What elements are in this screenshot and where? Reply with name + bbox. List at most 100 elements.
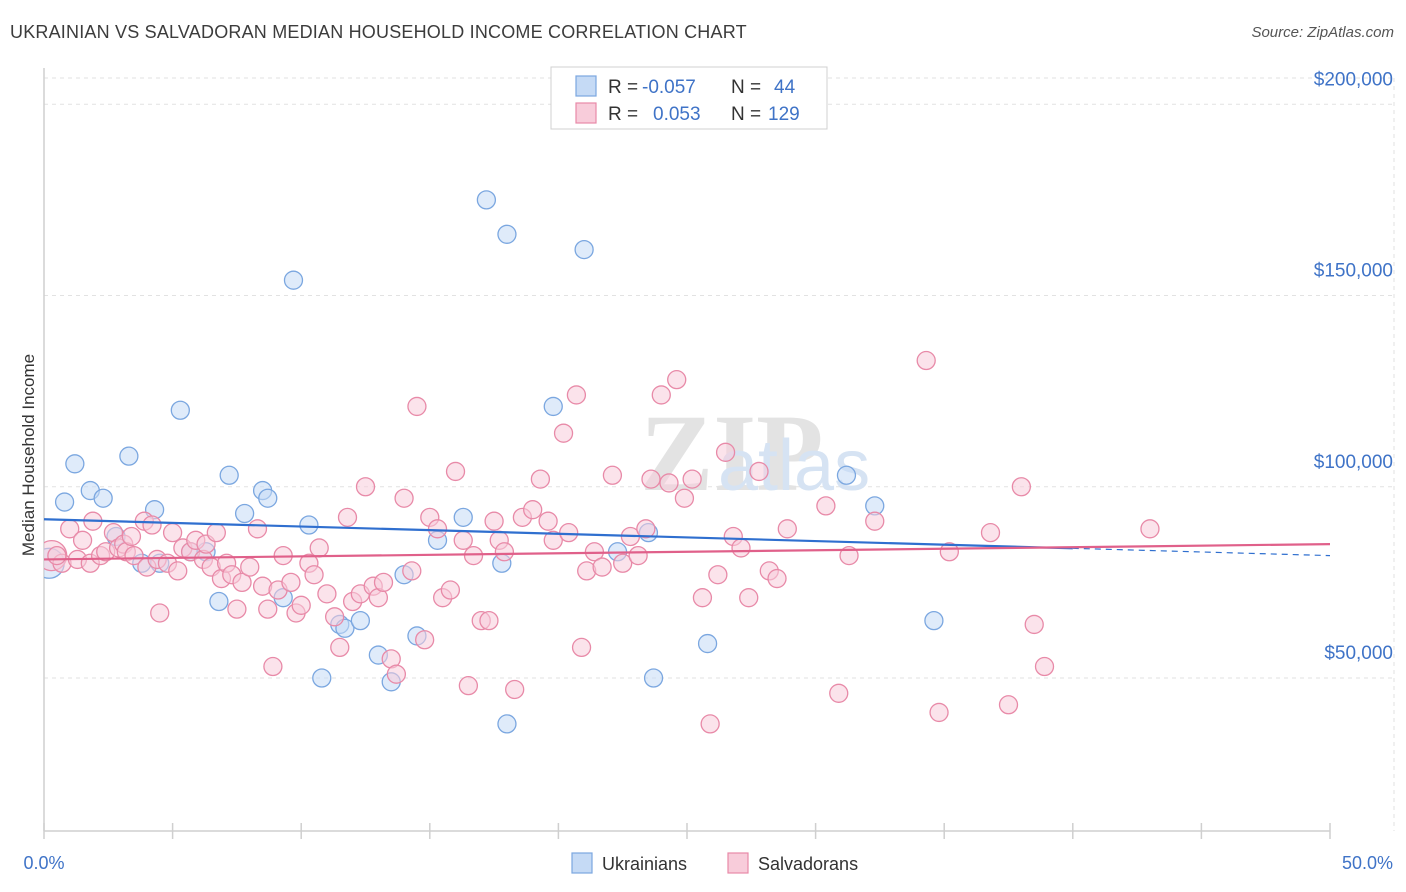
ukrainians-trend-extension (1072, 547, 1331, 557)
salvadoran-point (479, 610, 499, 631)
x-tick-label: 50.0% (1342, 853, 1393, 873)
ukrainian-point (643, 668, 664, 688)
salvadoran-point (394, 488, 414, 508)
ukrainian-point (234, 503, 255, 524)
ukrainian-point (219, 465, 239, 485)
legend-n-value-1: 44 (774, 77, 796, 98)
salvadoran-point (929, 702, 949, 723)
salvadoran-point (291, 595, 311, 615)
ukrainian-point (258, 488, 278, 508)
salvadoran-point (777, 519, 797, 539)
salvadoran-point (494, 542, 515, 562)
legend-n-label-2: N = (731, 104, 761, 125)
ukrainian-point (65, 454, 85, 474)
trend-lines (43, 518, 1331, 561)
ukrainian-point (453, 507, 473, 527)
salvadoran-point (636, 519, 656, 539)
salvadoran-point (816, 496, 836, 516)
salvadoran-point (445, 461, 466, 482)
salvadoran-point (505, 679, 525, 700)
legend-r-value-2: 0.053 (653, 104, 701, 125)
salvadoran-point (530, 469, 551, 489)
ukrainian-point (350, 610, 371, 631)
salvadoran-point (281, 572, 301, 593)
legend-r-label-2: R = (608, 104, 638, 125)
salvadoran-point (674, 488, 695, 508)
salvadoran-point (592, 557, 612, 577)
ukrainian-point (283, 270, 304, 290)
salvadoran-point (829, 683, 849, 703)
source-credit: Source: ZipAtlas.com (1251, 24, 1394, 41)
salvadoran-point (749, 461, 769, 482)
salvadoran-point (47, 545, 67, 566)
salvadoran-point (263, 656, 283, 677)
salvadoran-point (386, 664, 407, 684)
y-tick-label: $50,000 (1324, 643, 1393, 664)
salvadoran-point (865, 511, 885, 531)
legend-n-label-1: N = (731, 77, 761, 98)
salvadoran-point (767, 568, 787, 589)
salvadoran-point (939, 542, 959, 562)
ukrainian-point (312, 668, 332, 688)
y-tick-label: $200,000 (1314, 69, 1393, 90)
salvadoran-point (566, 385, 587, 405)
ukrainian-point (54, 492, 75, 512)
salvadoran-point (543, 530, 563, 550)
legend-swatch-ukrainians (575, 75, 597, 97)
salvadoran-point (206, 523, 226, 543)
ukrainian-point (543, 396, 563, 417)
legend-r-label-1: R = (608, 77, 638, 98)
salvadoran-point (72, 530, 93, 550)
axes (43, 68, 1331, 839)
salvadoran-point (402, 561, 422, 581)
salvadoran-point (731, 538, 751, 558)
salvadoran-point (998, 695, 1019, 715)
salvadoran-point (463, 545, 484, 566)
ukrainian-point (574, 239, 594, 260)
salvadoran-point (168, 561, 188, 581)
salvadoran-point (839, 545, 859, 566)
correlation-legend: R = -0.057 N = 44 R = 0.053 N = 129 (550, 66, 828, 130)
salvadoran-point (641, 469, 661, 489)
ukrainian-point (924, 610, 944, 631)
y-tick-label: $150,000 (1314, 261, 1393, 282)
salvadoran-point (150, 603, 170, 623)
ukrainians-trend-line (43, 518, 1073, 550)
legend-label-ukrainians: Ukrainians (602, 854, 687, 874)
salvadoran-point (240, 557, 260, 577)
salvadoran-point (458, 676, 479, 696)
salvadoran-point (373, 572, 394, 593)
x-tick-labels: 0.0% 50.0% (23, 853, 1393, 873)
salvadoran-point (700, 714, 720, 734)
salvadoran-point (553, 423, 574, 443)
salvadoran-point (142, 515, 162, 535)
salvadoran-point (613, 553, 633, 573)
salvadoran-point (692, 588, 713, 608)
ukrainian-point (170, 400, 190, 420)
ukrainian-point (476, 190, 497, 210)
salvadoran-point (304, 565, 324, 585)
salvadoran-point (1034, 656, 1055, 677)
salvadoran-point (258, 599, 278, 619)
salvadoran-point (667, 369, 687, 390)
y-axis-title: Median Household Income (19, 354, 38, 556)
ukrainian-point (119, 446, 139, 466)
legend-label-salvadorans: Salvadorans (758, 854, 858, 874)
salvadoran-point (538, 511, 558, 531)
salvadoran-point (1011, 477, 1032, 497)
salvadoran-point (571, 637, 592, 658)
salvadoran-point (121, 526, 142, 547)
salvadorans-trend-line (43, 543, 1331, 561)
salvadoran-point (232, 572, 252, 593)
salvadoran-point (162, 523, 183, 543)
ukrainian-point (836, 465, 857, 485)
salvadoran-point (407, 396, 427, 417)
salvadoran-point (124, 545, 144, 566)
salvadoran-point (523, 500, 543, 520)
salvadoran-point (739, 588, 759, 608)
series-legend: Ukrainians Salvadorans (571, 852, 858, 874)
chart-title: UKRAINIAN VS SALVADORAN MEDIAN HOUSEHOLD… (10, 22, 747, 42)
salvadoran-point (980, 523, 1001, 543)
salvadoran-point (916, 350, 936, 371)
